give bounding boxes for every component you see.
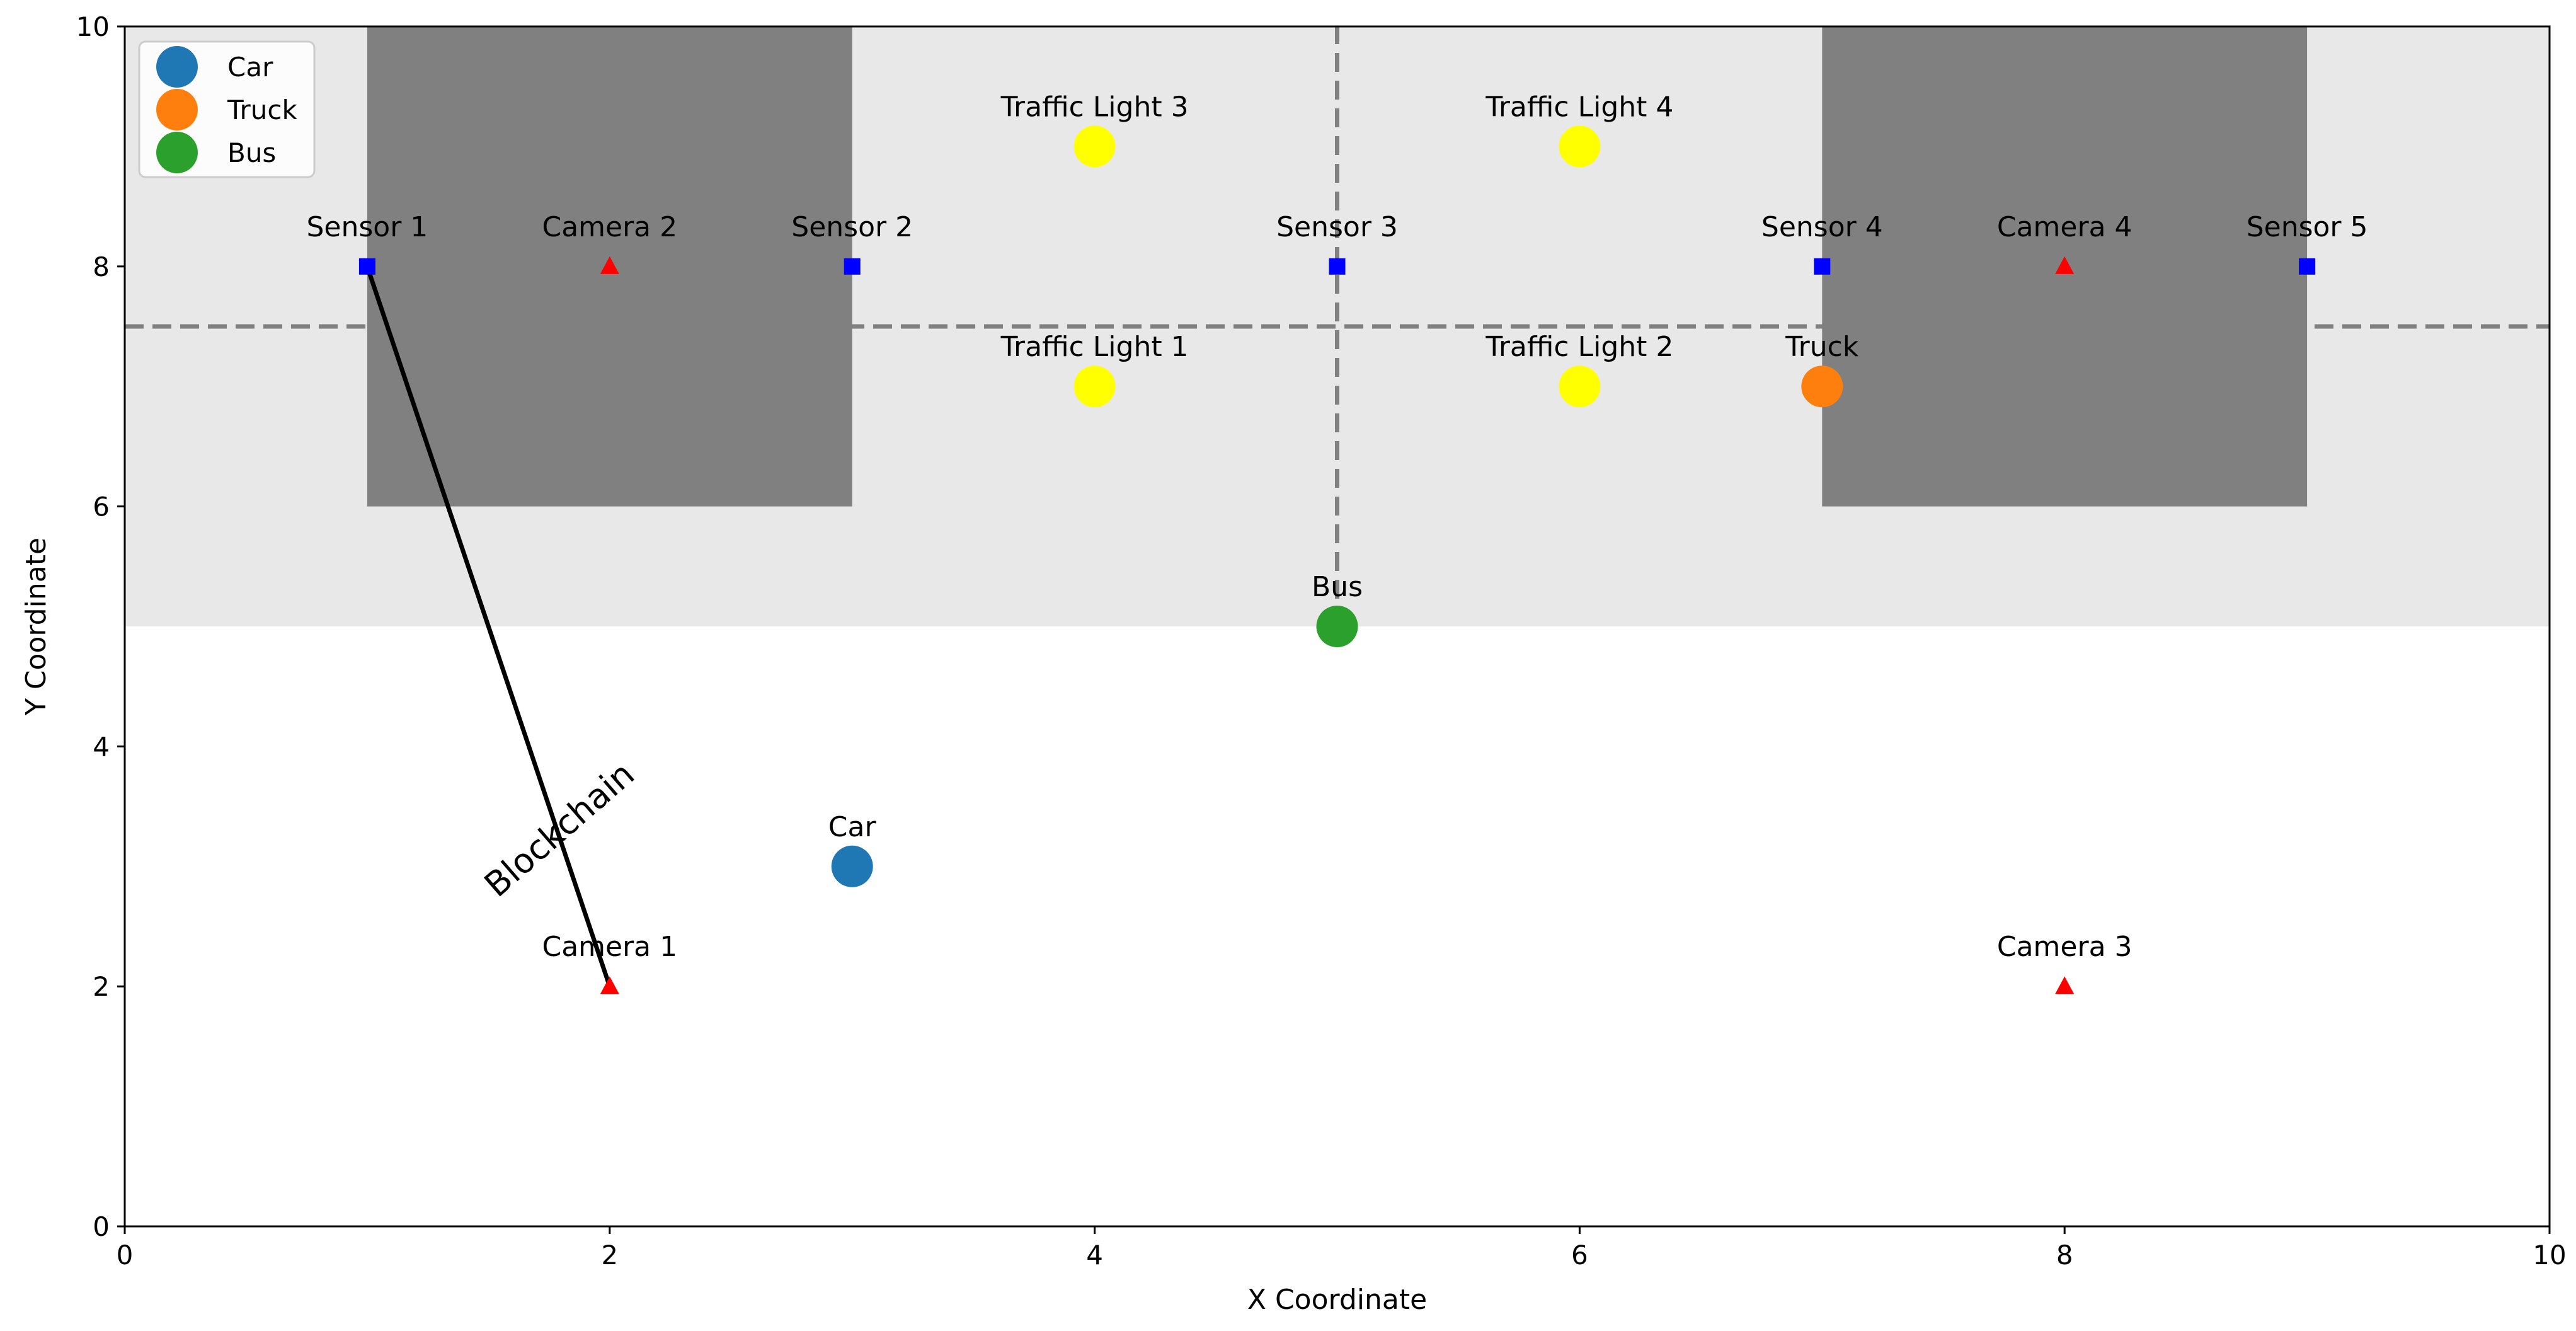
x-tick-label: 6	[1571, 1240, 1588, 1270]
blockchain-link-label: Blockchain	[477, 754, 642, 904]
x-tick-label: 0	[117, 1240, 134, 1270]
y-tick-label: 4	[93, 731, 110, 762]
vehicle-label-truck: Truck	[1785, 331, 1859, 363]
sensor-label-sensor-1: Sensor 1	[306, 211, 428, 243]
sensor-marker-sensor-5	[2299, 258, 2316, 275]
legend: Car Truck Bus	[138, 40, 316, 178]
camera-label-camera-3: Camera 3	[1997, 931, 2132, 963]
legend-marker-truck	[156, 89, 198, 130]
points-layer	[358, 125, 2316, 994]
traffic-light-marker-traffic-light-2	[1559, 366, 1601, 408]
legend-label-bus: Bus	[227, 137, 276, 168]
sensor-label-sensor-5: Sensor 5	[2247, 211, 2368, 243]
sensor-label-sensor-4: Sensor 4	[1761, 211, 1883, 243]
vehicle-marker-truck	[1801, 366, 1843, 408]
vehicle-label-car: Car	[828, 811, 877, 843]
x-tick-label: 10	[2533, 1240, 2566, 1270]
dashed-lines-layer	[125, 26, 2550, 626]
traffic-light-label-traffic-light-3: Traffic Light 3	[1000, 91, 1189, 123]
legend-label-car: Car	[227, 52, 273, 83]
y-tick-label: 6	[93, 492, 110, 522]
traffic-light-marker-traffic-light-4	[1559, 125, 1601, 168]
traffic-light-marker-traffic-light-3	[1073, 125, 1116, 168]
camera-marker-camera-4	[2055, 256, 2075, 274]
point-labels-layer: Traffic Light 1 Traffic Light 2 Traffic Li…	[306, 91, 2367, 963]
sensor-marker-sensor-3	[1329, 258, 1346, 275]
sensor-label-sensor-3: Sensor 3	[1276, 211, 1398, 243]
camera-label-camera-2: Camera 2	[542, 211, 677, 243]
vehicle-label-bus: Bus	[1312, 571, 1363, 603]
traffic-light-label-traffic-light-4: Traffic Light 4	[1485, 91, 1673, 123]
vehicle-marker-car	[831, 845, 873, 887]
x-tick-label: 4	[1086, 1240, 1103, 1270]
traffic-light-label-traffic-light-2: Traffic Light 2	[1485, 331, 1673, 363]
y-tick-label: 8	[93, 251, 110, 282]
plot-frame	[123, 25, 2551, 1228]
x-axis-title: X Coordinate	[1247, 1284, 1427, 1316]
sensor-marker-sensor-4	[1814, 258, 1831, 275]
traffic-light-label-traffic-light-1: Traffic Light 1	[1000, 331, 1189, 363]
y-tick-label: 2	[93, 971, 110, 1002]
sensor-marker-sensor-1	[358, 258, 375, 275]
camera-marker-camera-3	[2055, 976, 2075, 994]
legend-marker-bus	[156, 132, 198, 173]
x-tick-label: 8	[2056, 1240, 2073, 1270]
y-axis-title: Y Coordinate	[20, 538, 52, 716]
vehicle-marker-bus	[1316, 606, 1358, 647]
traffic-light-marker-traffic-light-1	[1073, 366, 1116, 408]
y-tick-label: 10	[76, 11, 110, 42]
camera-marker-camera-1	[600, 976, 619, 994]
camera-label-camera-4: Camera 4	[1997, 211, 2132, 243]
legend-marker-car	[156, 46, 198, 88]
y-tick-label: 0	[93, 1211, 110, 1242]
camera-marker-camera-2	[600, 256, 619, 274]
sensor-marker-sensor-2	[844, 258, 861, 275]
legend-label-truck: Truck	[227, 95, 297, 125]
camera-label-camera-1: Camera 1	[542, 931, 677, 963]
blockchain-link-line	[365, 265, 612, 988]
sensor-label-sensor-2: Sensor 2	[791, 211, 913, 243]
axes-layer: 0 2 4 6 8 10 0 2 4 6 8 10	[76, 11, 2567, 1270]
x-tick-label: 2	[601, 1240, 618, 1270]
